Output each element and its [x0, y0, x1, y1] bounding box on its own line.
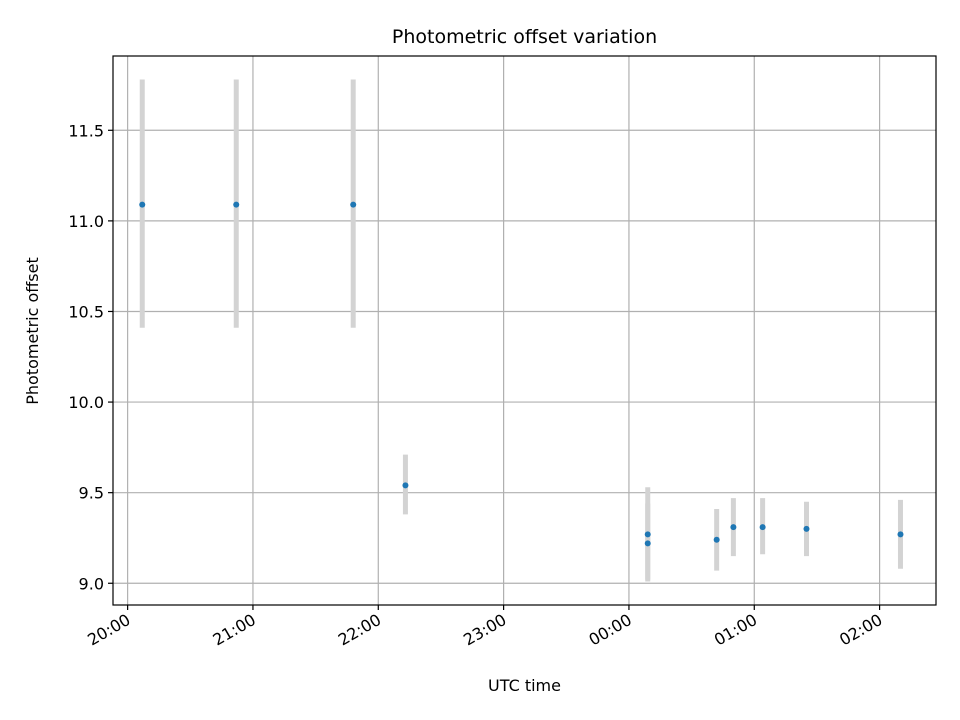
y-tick-label: 11.5 [68, 121, 104, 140]
x-tick-label: 21:00 [210, 610, 259, 650]
error-bars [139, 79, 903, 582]
data-point [713, 536, 720, 543]
grid [113, 56, 936, 605]
y-tick-label: 9.5 [79, 484, 104, 503]
x-tick-label: 00:00 [586, 610, 635, 650]
data-point [897, 531, 904, 538]
y-tick-label: 9.0 [79, 574, 104, 593]
y-tick-label: 10.0 [68, 393, 104, 412]
x-tick-label: 20:00 [84, 610, 133, 650]
data-point [759, 524, 766, 531]
plot-frame [112, 55, 937, 606]
x-tick-label: 22:00 [335, 610, 384, 650]
x-axis-label: UTC time [488, 676, 561, 695]
data-point [644, 540, 651, 547]
data-point [803, 525, 810, 532]
data-point [350, 201, 357, 208]
x-tick-label: 02:00 [836, 610, 885, 650]
data-point [233, 201, 240, 208]
y-tick-label: 11.0 [68, 212, 104, 231]
y-tick-label: 10.5 [68, 302, 104, 321]
axis-ticks: 20:00 21:00 22:00 23:00 00:00 01:00 02:00 9.0 9.… [68, 121, 885, 649]
chart-title: Photometric offset variation [392, 26, 657, 48]
data-point [730, 524, 737, 531]
data-point [644, 531, 651, 538]
x-tick-label: 01:00 [711, 610, 760, 650]
y-axis-label: Photometric offset [23, 257, 42, 405]
data-point [402, 482, 409, 489]
data-point [139, 201, 146, 208]
x-tick-label: 23:00 [460, 610, 509, 650]
data-points [139, 201, 904, 547]
